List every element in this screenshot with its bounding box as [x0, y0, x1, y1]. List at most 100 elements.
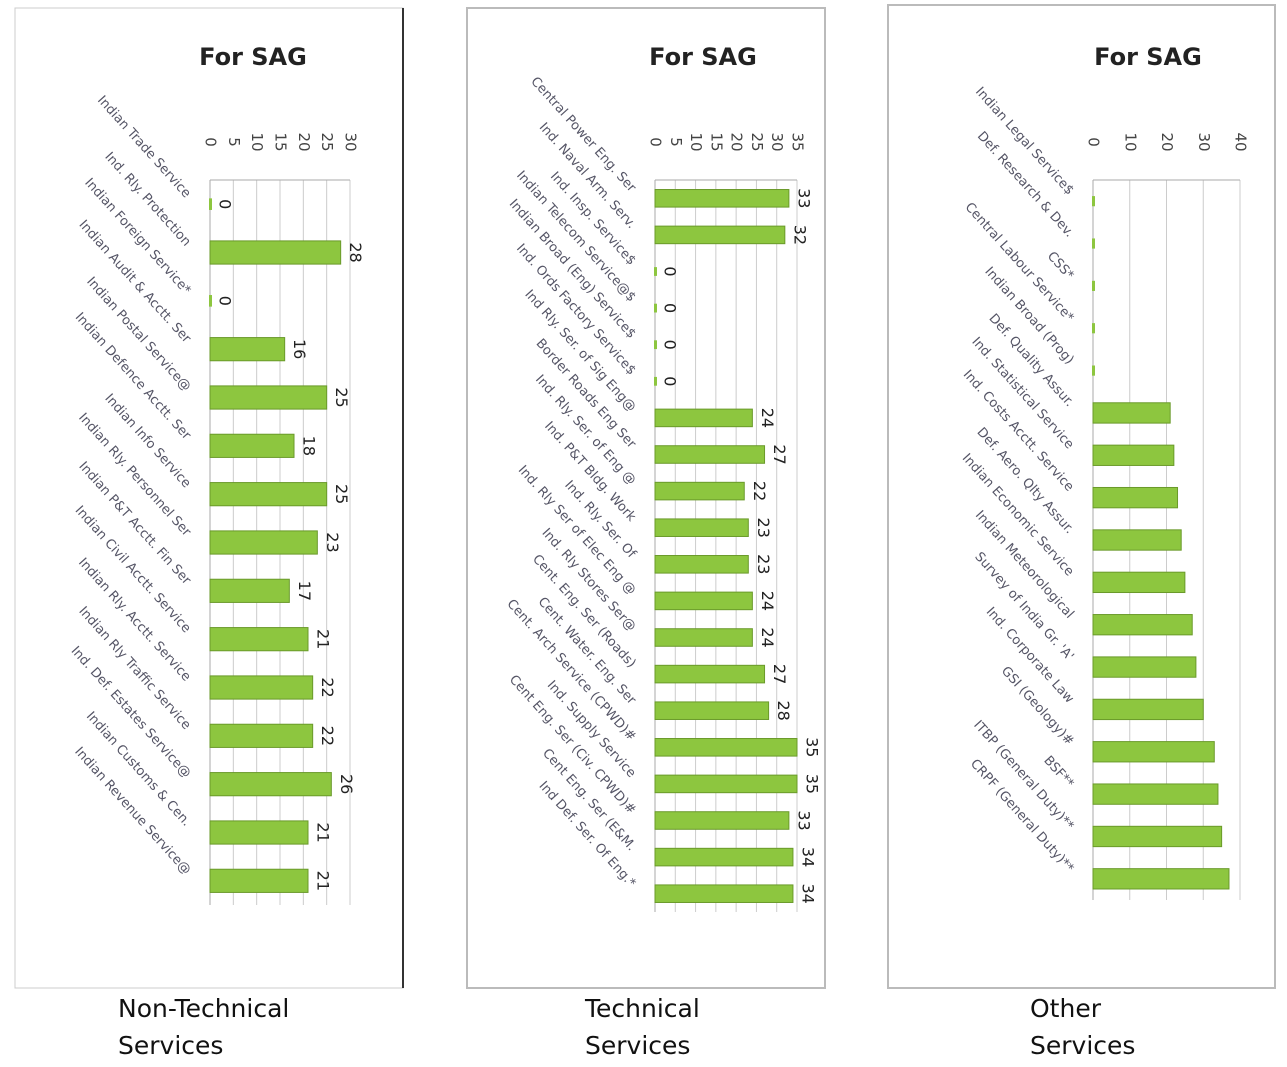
bar: [1092, 529, 1182, 551]
value-label: 0: [216, 199, 235, 209]
caption: Services: [1030, 1031, 1135, 1060]
panel: [887, 4, 1276, 989]
bar: [654, 811, 790, 830]
value-label: 23: [754, 554, 773, 574]
bar: [654, 591, 753, 611]
x-tick-label: 30: [342, 132, 360, 151]
bar: [654, 267, 657, 276]
value-label: 16: [290, 339, 309, 359]
caption: Other: [1030, 994, 1102, 1023]
bar: [1092, 571, 1186, 594]
value-label: 25: [332, 387, 351, 407]
value-label: 0: [661, 340, 680, 350]
value-label: 22: [318, 726, 337, 746]
bar: [654, 376, 657, 386]
bar: [1092, 741, 1215, 763]
bar: [654, 225, 786, 245]
bar: [209, 530, 318, 555]
bar: [209, 295, 212, 307]
x-tick-label: 20: [728, 132, 746, 151]
x-tick-label: 20: [1158, 132, 1176, 151]
value-label: 33: [794, 810, 813, 830]
bar: [1092, 698, 1204, 721]
bar: [209, 198, 212, 210]
chart-title: For SAG: [199, 43, 307, 71]
bar: [654, 628, 753, 647]
chart-title: For SAG: [649, 43, 757, 71]
value-label: 34: [798, 884, 817, 904]
value-label: 24: [758, 591, 777, 611]
value-label: 32: [790, 225, 809, 245]
value-label: 21: [314, 871, 333, 891]
x-tick-label: 0: [647, 137, 665, 147]
value-label: 23: [754, 518, 773, 538]
value-label: 0: [661, 303, 680, 313]
x-tick-label: 10: [687, 132, 705, 151]
value-label: 22: [750, 481, 769, 501]
value-label: 22: [318, 677, 337, 697]
bar: [1092, 280, 1095, 291]
bar: [1092, 656, 1197, 678]
caption: Services: [118, 1031, 223, 1060]
bar: [654, 518, 749, 537]
bar: [1092, 365, 1095, 376]
x-tick-label: 0: [202, 137, 220, 147]
value-label: 27: [770, 664, 789, 684]
bar: [209, 627, 309, 652]
value-label: 0: [216, 296, 235, 306]
bar: [209, 820, 309, 845]
bar: [1092, 238, 1095, 249]
value-label: 17: [295, 581, 314, 601]
value-label: 0: [661, 266, 680, 276]
x-tick-label: 5: [225, 137, 243, 147]
bar: [209, 385, 328, 410]
x-tick-label: 25: [748, 132, 766, 151]
x-tick-label: 10: [1121, 132, 1139, 151]
x-tick-label: 35: [789, 132, 807, 151]
bar: [654, 664, 766, 684]
x-tick-label: 0: [1085, 137, 1103, 147]
bar: [209, 240, 342, 265]
x-tick-label: 40: [1232, 132, 1250, 151]
value-label: 28: [774, 701, 793, 721]
bar: [654, 774, 798, 794]
bar: [654, 189, 790, 208]
bar: [209, 482, 328, 507]
bar: [654, 738, 798, 757]
x-tick-label: 15: [707, 132, 725, 151]
value-label: 23: [323, 532, 342, 552]
x-tick-label: 15: [272, 132, 290, 151]
value-label: 34: [798, 847, 817, 867]
category-label: GSI (Geology)#: [998, 664, 1077, 749]
bar: [654, 303, 657, 313]
bar: [209, 578, 290, 603]
value-label: 33: [794, 188, 813, 208]
value-label: 0: [661, 376, 680, 386]
value-label: 28: [346, 242, 365, 262]
value-label: 24: [758, 408, 777, 428]
bar: [654, 481, 745, 501]
bar: [1092, 444, 1175, 466]
bar: [1092, 825, 1223, 848]
value-label: 21: [314, 822, 333, 842]
value-label: 25: [332, 484, 351, 504]
bar: [654, 847, 794, 867]
x-tick-label: 25: [318, 132, 336, 151]
panel: [466, 7, 826, 989]
value-label: 26: [337, 774, 356, 794]
x-tick-label: 5: [667, 137, 685, 147]
x-tick-label: 30: [1195, 132, 1213, 151]
x-tick-label: 20: [295, 132, 313, 151]
bar: [654, 884, 794, 903]
bar: [1092, 868, 1230, 890]
bar: [654, 445, 766, 464]
value-label: 27: [770, 444, 789, 464]
bar: [654, 340, 657, 350]
bar: [1092, 323, 1095, 334]
x-tick-label: 30: [768, 132, 786, 151]
value-label: 24: [758, 627, 777, 647]
value-label: 21: [314, 629, 333, 649]
caption: Non-Technical: [118, 994, 289, 1023]
bar: [1092, 196, 1095, 207]
